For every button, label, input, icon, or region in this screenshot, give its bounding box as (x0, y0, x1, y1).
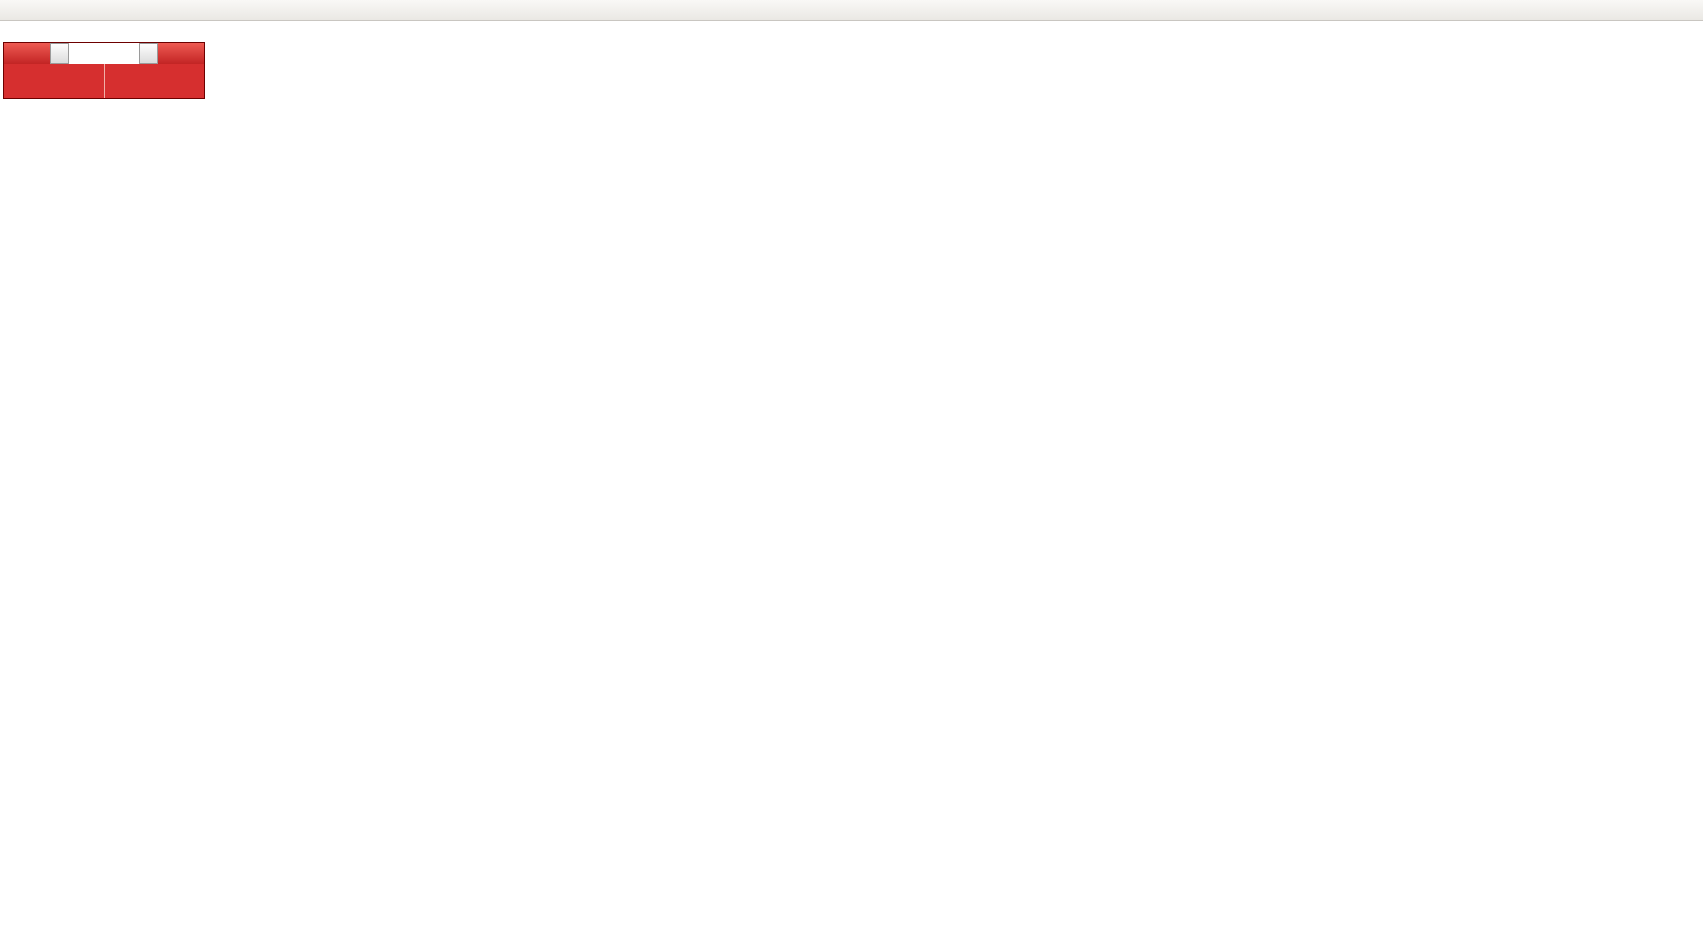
chart-area (0, 20, 1703, 942)
buy-button[interactable] (158, 43, 204, 64)
sell-button[interactable] (4, 43, 50, 64)
volume-decrease-button[interactable] (50, 43, 69, 64)
one-click-trading-panel (3, 42, 205, 99)
volume-input[interactable] (69, 43, 139, 64)
volume-increase-button[interactable] (139, 43, 158, 64)
toolbar (0, 0, 1703, 21)
buy-price[interactable] (105, 64, 205, 98)
chart-title (7, 28, 18, 42)
sell-price[interactable] (4, 64, 105, 98)
